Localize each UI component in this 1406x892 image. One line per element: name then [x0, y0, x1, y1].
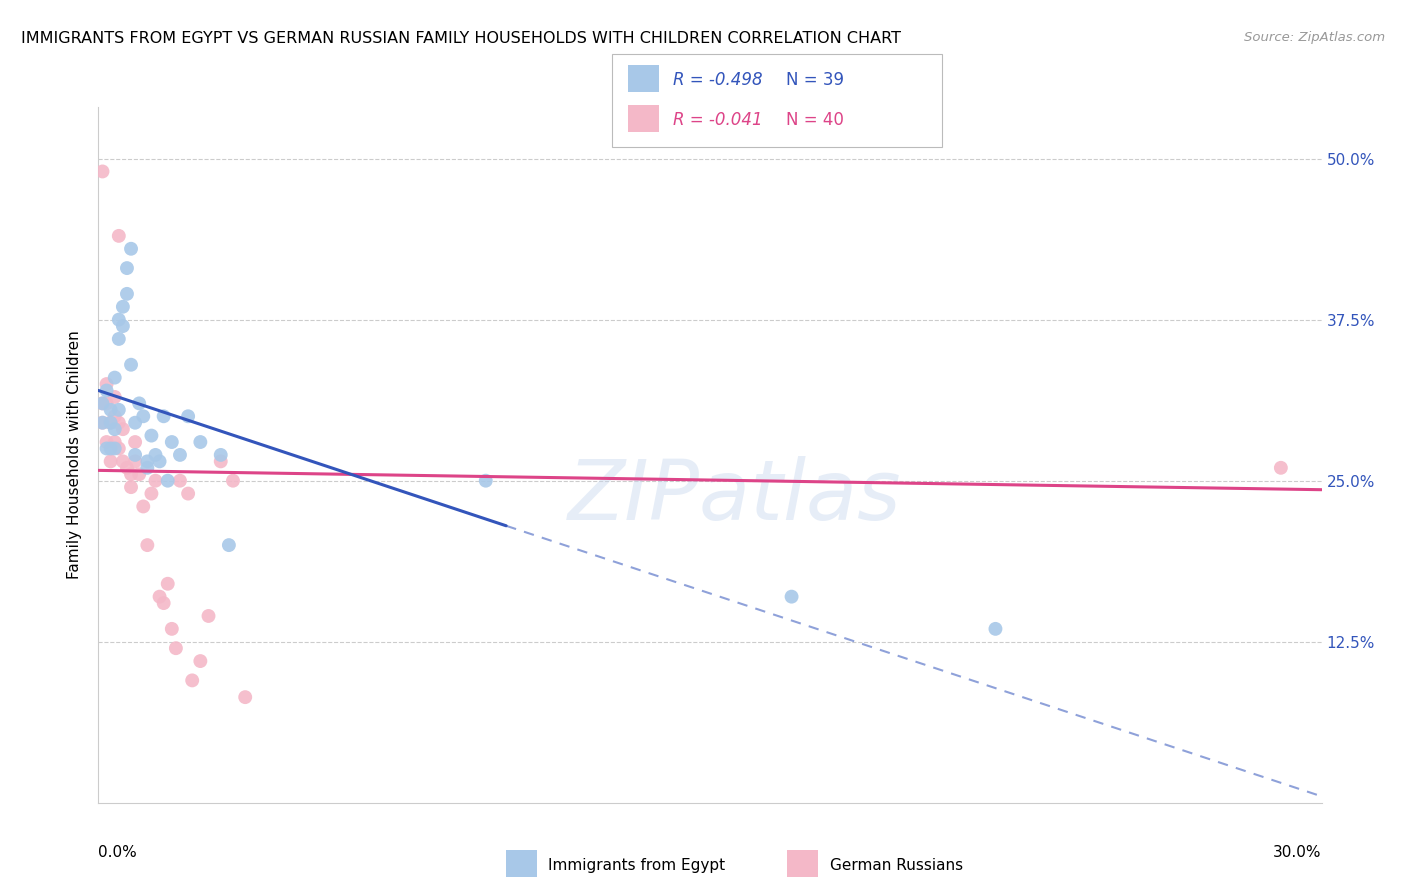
Point	[104, 370, 127, 384]
Text: Source: ZipAtlas.com: Source: ZipAtlas.com	[1244, 31, 1385, 45]
Point	[108, 402, 131, 417]
Point	[100, 416, 122, 430]
Point	[197, 609, 219, 624]
Point	[136, 454, 159, 468]
Text: Immigrants from Egypt: Immigrants from Egypt	[548, 858, 725, 872]
Text: ZIPatlas: ZIPatlas	[568, 456, 901, 537]
Point	[188, 435, 212, 450]
Text: N = 39: N = 39	[786, 71, 844, 89]
Point	[108, 228, 131, 243]
Point	[188, 654, 212, 668]
Point	[209, 448, 232, 462]
Point	[132, 409, 155, 424]
Point	[96, 396, 118, 410]
Point	[152, 409, 174, 424]
Point	[96, 377, 118, 392]
Point	[111, 454, 134, 468]
Point	[115, 261, 138, 276]
Point	[91, 396, 114, 410]
Point	[91, 396, 114, 410]
Point	[124, 454, 146, 468]
Point	[1270, 460, 1292, 475]
Point	[100, 402, 122, 417]
Point	[111, 300, 134, 314]
Point	[149, 590, 172, 604]
Point	[160, 622, 183, 636]
Point	[115, 286, 138, 301]
Point	[100, 416, 122, 430]
Point	[141, 428, 163, 442]
Y-axis label: Family Households with Children: Family Households with Children	[67, 331, 83, 579]
Point	[124, 416, 146, 430]
Point	[124, 448, 146, 462]
Point	[169, 448, 191, 462]
Point	[104, 442, 127, 456]
Text: German Russians: German Russians	[830, 858, 963, 872]
Point	[218, 538, 240, 552]
Point	[222, 474, 245, 488]
Point	[120, 358, 142, 372]
Point	[104, 422, 127, 436]
Point	[145, 474, 167, 488]
Text: R = -0.498: R = -0.498	[673, 71, 763, 89]
Point	[104, 390, 127, 404]
Point	[124, 435, 146, 450]
Point	[160, 435, 183, 450]
Point	[141, 486, 163, 500]
Point	[96, 384, 118, 398]
Point	[96, 442, 118, 456]
Point	[136, 460, 159, 475]
Point	[128, 467, 150, 482]
Point	[91, 416, 114, 430]
Point	[104, 409, 127, 424]
Point	[132, 500, 155, 514]
Point	[149, 454, 172, 468]
Point	[984, 622, 1007, 636]
Point	[169, 474, 191, 488]
Point	[108, 442, 131, 456]
Point	[111, 422, 134, 436]
Point	[156, 474, 179, 488]
Point	[115, 460, 138, 475]
Point	[120, 242, 142, 256]
Point	[181, 673, 204, 688]
Point	[209, 454, 232, 468]
Point	[120, 467, 142, 482]
Point	[104, 435, 127, 450]
Point	[96, 435, 118, 450]
Text: R = -0.041: R = -0.041	[673, 112, 763, 129]
Point	[156, 576, 179, 591]
Point	[177, 486, 200, 500]
Point	[233, 690, 256, 705]
Point	[100, 442, 122, 456]
Text: 0.0%: 0.0%	[98, 845, 138, 860]
Point	[120, 480, 142, 494]
Point	[165, 641, 187, 656]
Point	[100, 454, 122, 468]
Point	[152, 596, 174, 610]
Point	[780, 590, 803, 604]
Text: N = 40: N = 40	[786, 112, 844, 129]
Point	[128, 396, 150, 410]
Point	[145, 448, 167, 462]
Point	[108, 312, 131, 326]
Point	[108, 416, 131, 430]
Point	[108, 332, 131, 346]
Point	[91, 164, 114, 178]
Point	[136, 538, 159, 552]
Point	[177, 409, 200, 424]
Text: IMMIGRANTS FROM EGYPT VS GERMAN RUSSIAN FAMILY HOUSEHOLDS WITH CHILDREN CORRELAT: IMMIGRANTS FROM EGYPT VS GERMAN RUSSIAN …	[21, 31, 901, 46]
Text: 30.0%: 30.0%	[1274, 845, 1322, 860]
Point	[91, 416, 114, 430]
Point	[111, 319, 134, 334]
Point	[474, 474, 498, 488]
